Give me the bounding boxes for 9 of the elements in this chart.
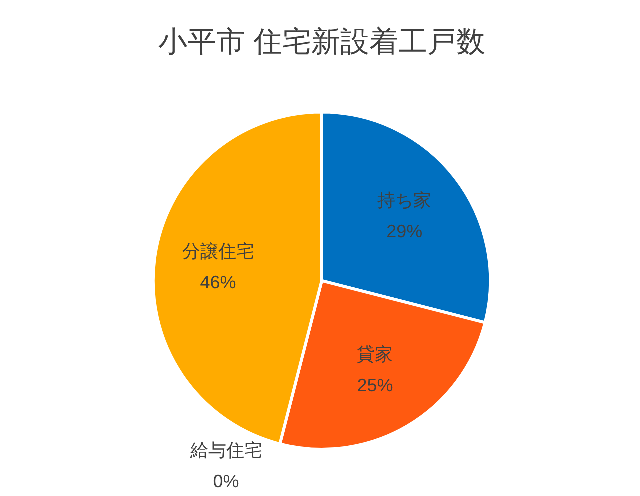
data-label: 25% — [357, 375, 394, 396]
category-label: 給与住宅 — [190, 440, 262, 460]
data-label: 46% — [200, 272, 236, 292]
chart-title: 小平市 住宅新設着工戸数 — [158, 26, 486, 58]
text: 0% — [213, 471, 240, 492]
slice-label: 分譲住宅 — [182, 241, 254, 262]
slice-label: 貸家 — [357, 344, 394, 364]
data-label: 29% — [386, 221, 423, 242]
slice-label: 持ち家 — [378, 190, 432, 210]
